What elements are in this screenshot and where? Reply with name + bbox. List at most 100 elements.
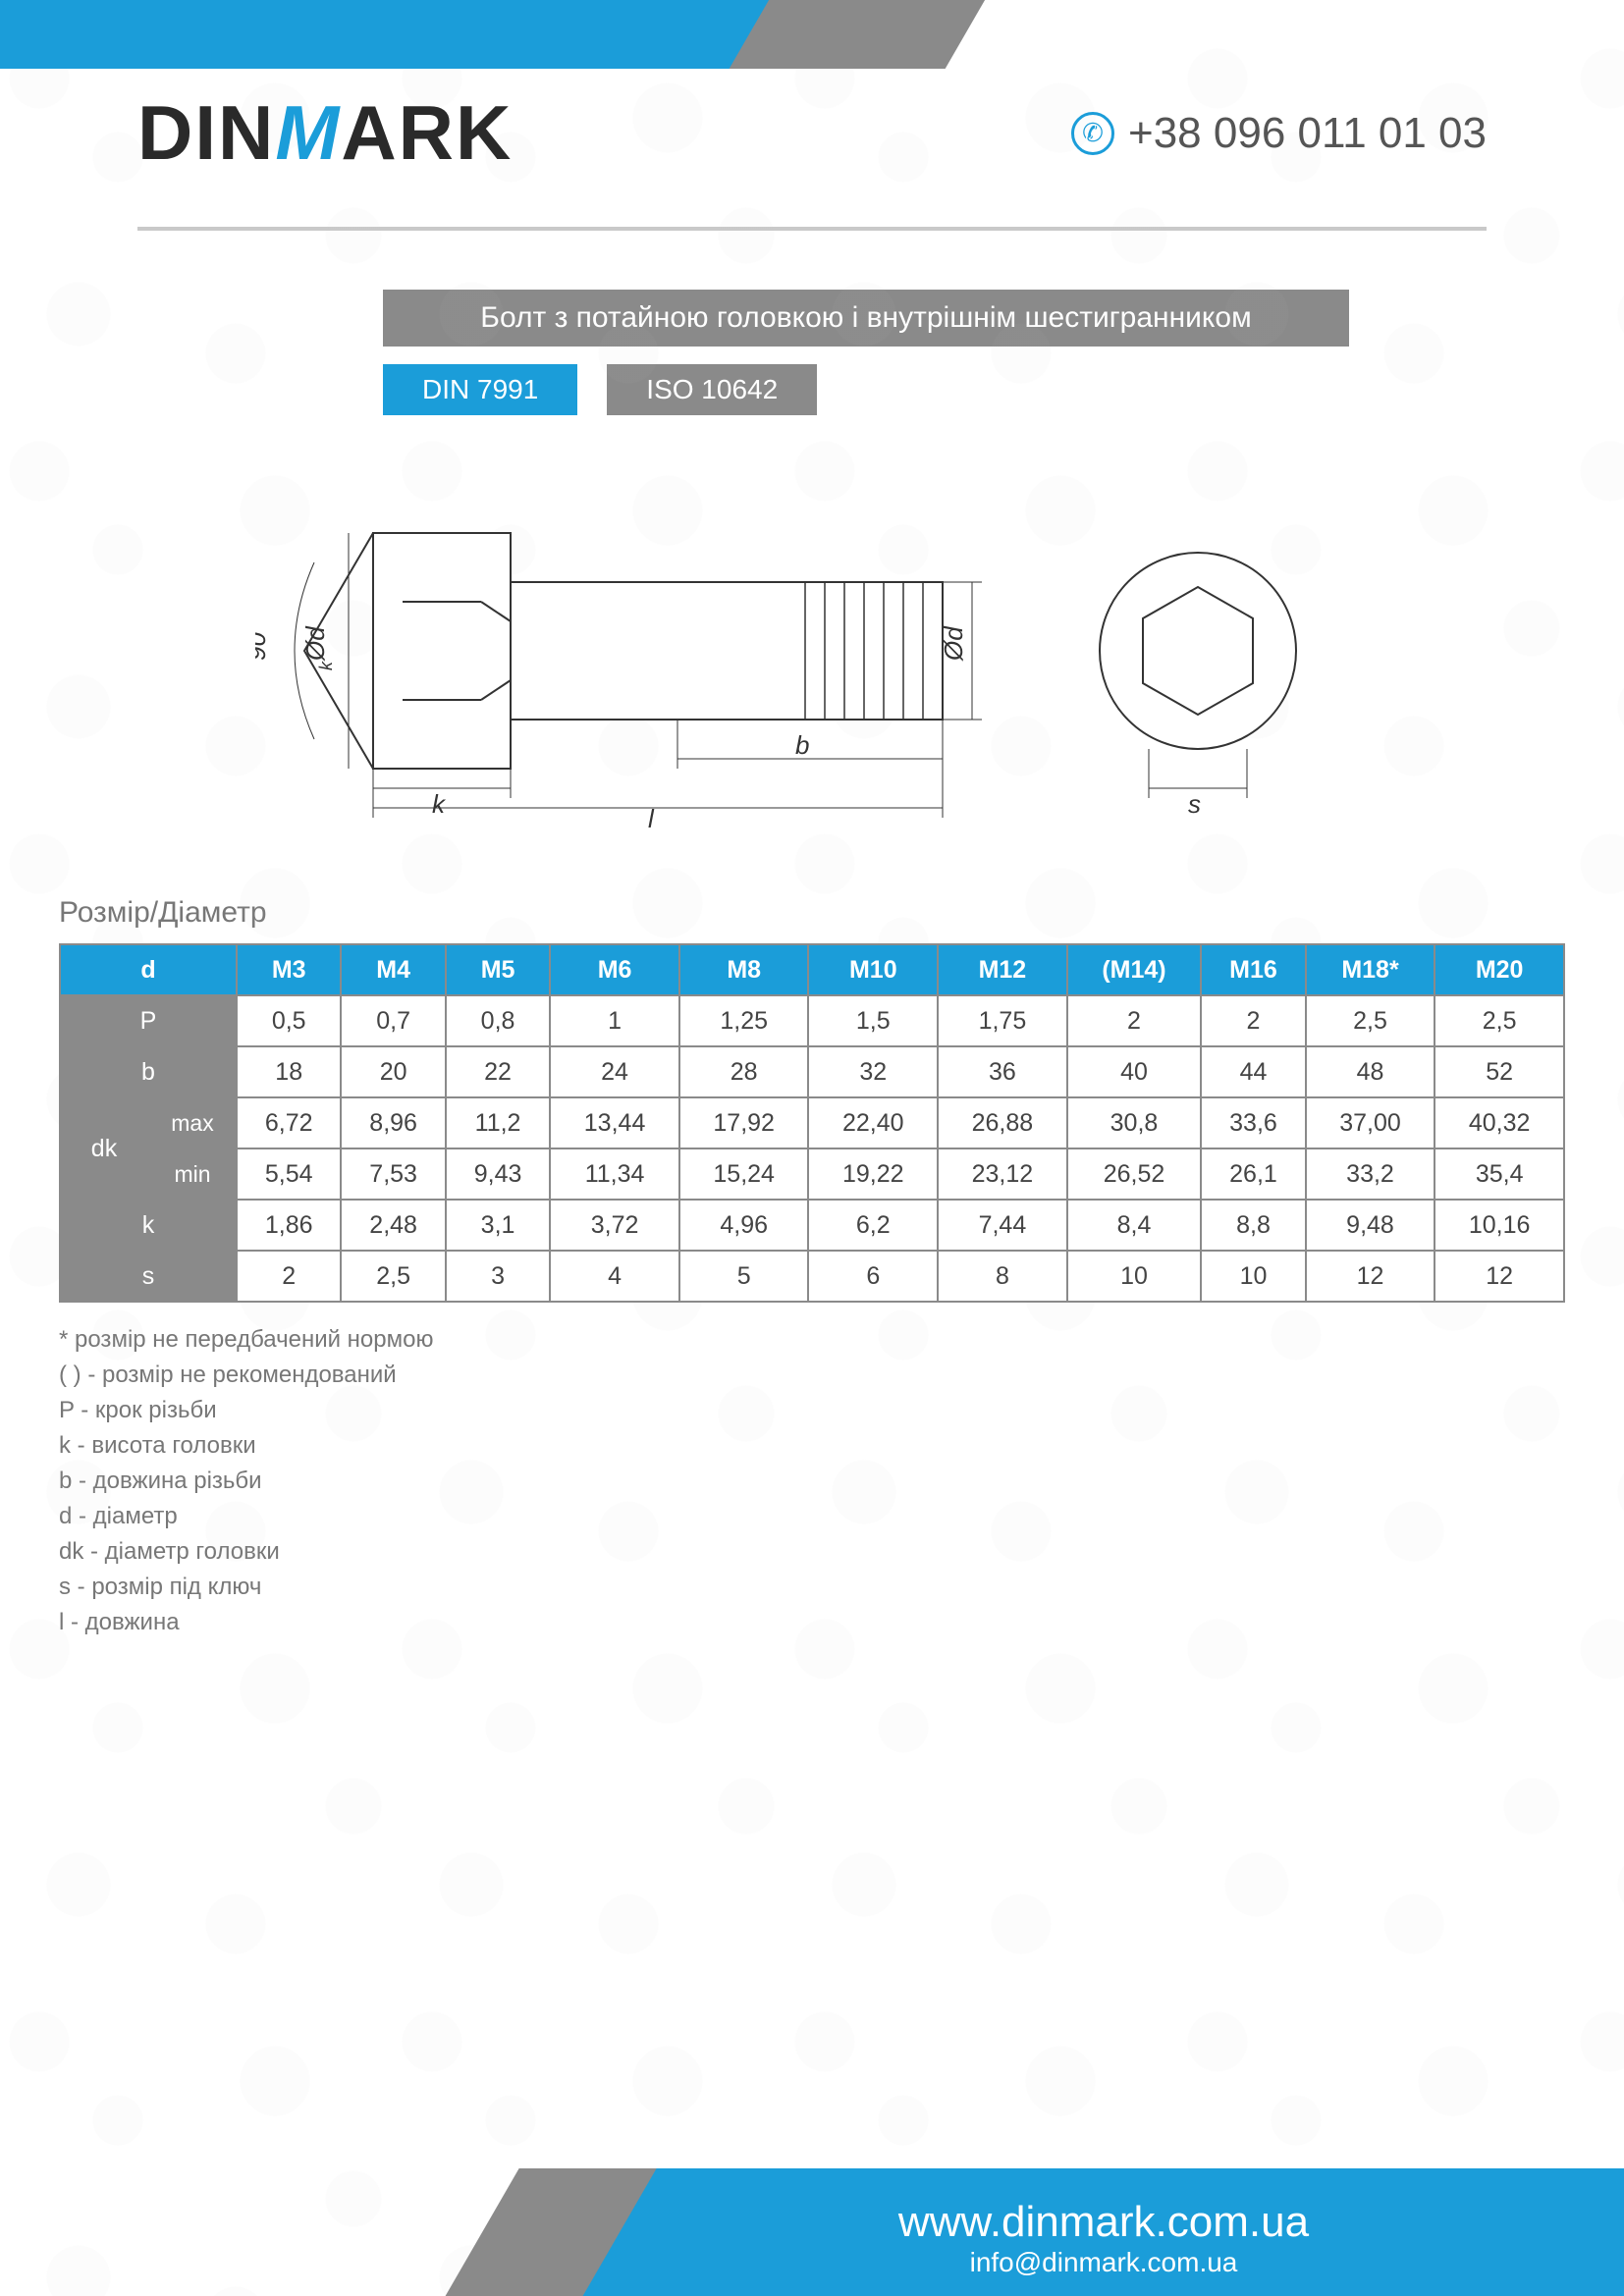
th-col: M20: [1435, 944, 1564, 995]
dim-d: Ød: [939, 625, 968, 662]
cell: 1,86: [237, 1200, 341, 1251]
cell: 8,96: [341, 1097, 445, 1148]
cell: 10: [1201, 1251, 1305, 1302]
cell: 20: [341, 1046, 445, 1097]
th-col: M3: [237, 944, 341, 995]
technical-diagram: l b k Ød k Ød s 90°: [255, 474, 1487, 828]
spec-table-wrap: d M3 M4 M5 M6 M8 M10 M12 (M14) M16 M18* …: [59, 943, 1565, 1303]
cell: 12: [1435, 1251, 1564, 1302]
footer-text: www.dinmark.com.ua info@dinmark.com.ua: [662, 2198, 1545, 2278]
table-row: P 0,5 0,7 0,8 1 1,25 1,5 1,75 2 2 2,5 2,…: [60, 995, 1564, 1046]
th-col: M4: [341, 944, 445, 995]
header: DINMARK ✆ +38 096 011 01 03: [0, 0, 1624, 207]
cell: 0,8: [446, 995, 550, 1046]
cell: 8,4: [1067, 1200, 1202, 1251]
th-col: (M14): [1067, 944, 1202, 995]
cell: 15,24: [679, 1148, 809, 1200]
phone-number: +38 096 011 01 03: [1128, 109, 1487, 158]
row-label-b: b: [60, 1046, 237, 1097]
cell: 2,5: [1306, 995, 1435, 1046]
cell: 2: [1067, 995, 1202, 1046]
table-row: k 1,86 2,48 3,1 3,72 4,96 6,2 7,44 8,4 8…: [60, 1200, 1564, 1251]
dim-b: b: [795, 730, 809, 760]
table-row: min 5,54 7,53 9,43 11,34 15,24 19,22 23,…: [60, 1148, 1564, 1200]
th-col: M6: [550, 944, 679, 995]
cell: 6,72: [237, 1097, 341, 1148]
row-label-dk: dk: [60, 1097, 148, 1200]
table-row: s 2 2,5 3 4 5 6 8 10 10 12 12: [60, 1251, 1564, 1302]
cell: 2,5: [1435, 995, 1564, 1046]
cell: 11,34: [550, 1148, 679, 1200]
phone-icon: ✆: [1071, 112, 1114, 155]
cell: 0,5: [237, 995, 341, 1046]
dim-dk: Ød: [300, 625, 330, 662]
row-sub-min: min: [148, 1148, 237, 1200]
cell: 28: [679, 1046, 809, 1097]
cell: 3: [446, 1251, 550, 1302]
cell: 8: [938, 1251, 1067, 1302]
cell: 6,2: [808, 1200, 938, 1251]
footer-website: www.dinmark.com.ua: [662, 2198, 1545, 2247]
cell: 52: [1435, 1046, 1564, 1097]
table-row: b 18 20 22 24 28 32 36 40 44 48 52: [60, 1046, 1564, 1097]
cell: 32: [808, 1046, 938, 1097]
cell: 1,25: [679, 995, 809, 1046]
logo-post: ARK: [341, 89, 513, 176]
dim-s: s: [1188, 789, 1201, 819]
cell: 1,75: [938, 995, 1067, 1046]
logo-pre: DIN: [137, 89, 275, 176]
cell: 2: [1201, 995, 1305, 1046]
cell: 3,1: [446, 1200, 550, 1251]
th-d: d: [60, 944, 237, 995]
cell: 0,7: [341, 995, 445, 1046]
cell: 5: [679, 1251, 809, 1302]
th-col: M12: [938, 944, 1067, 995]
cell: 17,92: [679, 1097, 809, 1148]
cell: 40,32: [1435, 1097, 1564, 1148]
th-col: M8: [679, 944, 809, 995]
row-label-k: k: [60, 1200, 237, 1251]
dim-k: k: [432, 789, 447, 819]
cell: 40: [1067, 1046, 1202, 1097]
cell: 7,44: [938, 1200, 1067, 1251]
cell: 8,8: [1201, 1200, 1305, 1251]
th-col: M16: [1201, 944, 1305, 995]
cell: 1: [550, 995, 679, 1046]
phone-block: ✆ +38 096 011 01 03: [1071, 109, 1487, 158]
cell: 23,12: [938, 1148, 1067, 1200]
cell: 9,43: [446, 1148, 550, 1200]
table-row: dk max 6,72 8,96 11,2 13,44 17,92 22,40 …: [60, 1097, 1564, 1148]
cell: 10: [1067, 1251, 1202, 1302]
cell: 19,22: [808, 1148, 938, 1200]
table-header-row: d M3 M4 M5 M6 M8 M10 M12 (M14) M16 M18* …: [60, 944, 1564, 995]
row-label-P: P: [60, 995, 237, 1046]
cell: 13,44: [550, 1097, 679, 1148]
logo-accent: M: [275, 89, 341, 176]
cell: 1,5: [808, 995, 938, 1046]
th-col: M10: [808, 944, 938, 995]
footer-email: info@dinmark.com.ua: [662, 2247, 1545, 2278]
cell: 36: [938, 1046, 1067, 1097]
cell: 2,5: [341, 1251, 445, 1302]
cell: 2,48: [341, 1200, 445, 1251]
cell: 3,72: [550, 1200, 679, 1251]
cell: 37,00: [1306, 1097, 1435, 1148]
cell: 4: [550, 1251, 679, 1302]
th-col: M5: [446, 944, 550, 995]
cell: 33,6: [1201, 1097, 1305, 1148]
cell: 30,8: [1067, 1097, 1202, 1148]
dim-dk-sub: k: [316, 661, 336, 670]
cell: 22: [446, 1046, 550, 1097]
brand-logo: DINMARK: [137, 88, 513, 178]
cell: 6: [808, 1251, 938, 1302]
cell: 7,53: [341, 1148, 445, 1200]
row-label-s: s: [60, 1251, 237, 1302]
cell: 24: [550, 1046, 679, 1097]
cell: 35,4: [1435, 1148, 1564, 1200]
cell: 2: [237, 1251, 341, 1302]
cell: 33,2: [1306, 1148, 1435, 1200]
cell: 26,52: [1067, 1148, 1202, 1200]
cell: 44: [1201, 1046, 1305, 1097]
cell: 12: [1306, 1251, 1435, 1302]
footer: www.dinmark.com.ua info@dinmark.com.ua: [0, 2168, 1624, 2296]
